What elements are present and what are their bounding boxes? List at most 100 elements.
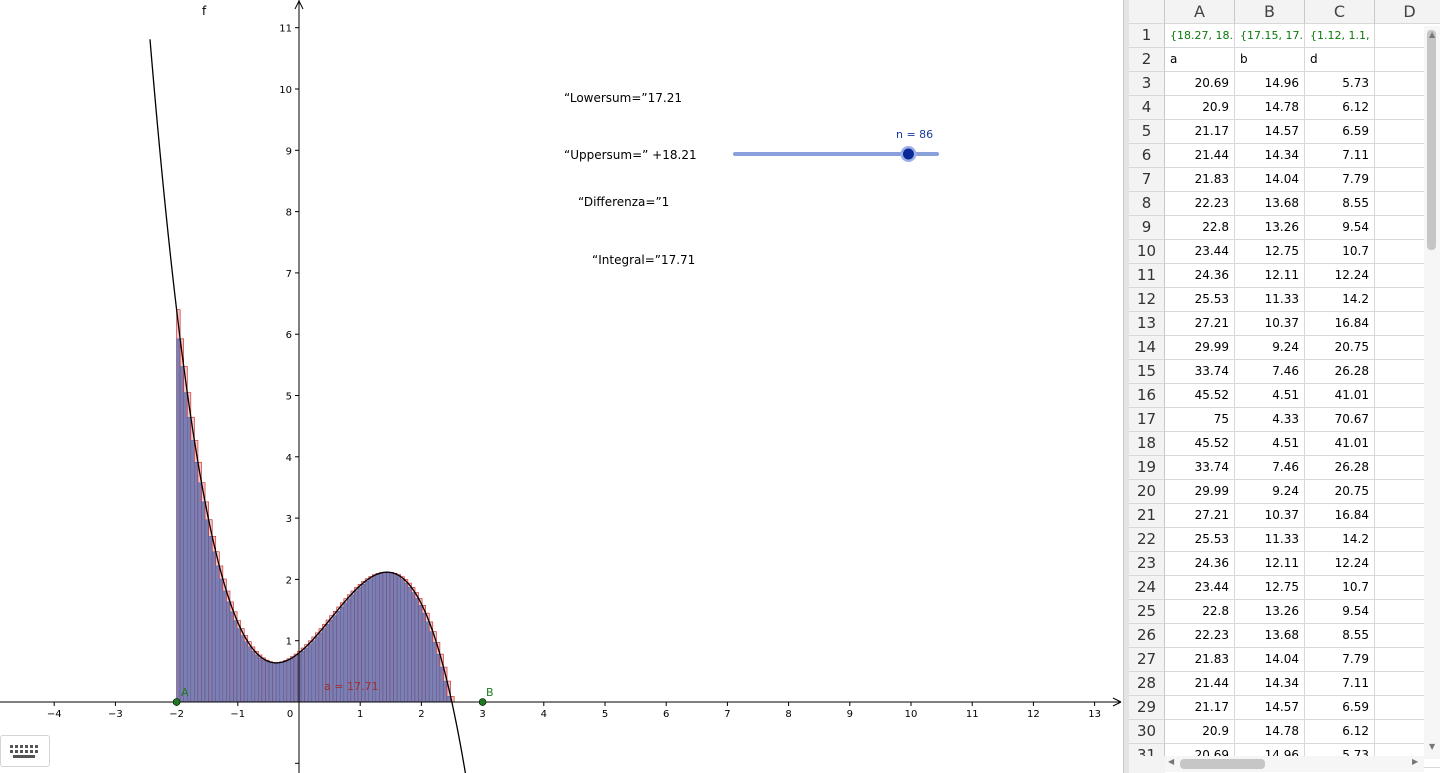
cell-b[interactable]: 12.75 (1235, 576, 1305, 600)
cell-a[interactable]: 22.23 (1165, 624, 1235, 648)
row-header[interactable]: 26 (1129, 624, 1165, 648)
cell-a[interactable]: 20.9 (1165, 720, 1235, 744)
cell-b[interactable]: 14.34 (1235, 672, 1305, 696)
cell-b[interactable]: 14.04 (1235, 168, 1305, 192)
cell-c[interactable]: 12.24 (1305, 264, 1375, 288)
cell-c[interactable]: 70.67 (1305, 408, 1375, 432)
scroll-left-icon[interactable]: ◀ (1168, 757, 1175, 766)
cell-d[interactable] (1375, 696, 1440, 720)
cell-c[interactable]: 10.7 (1305, 576, 1375, 600)
cell-a[interactable]: 27.21 (1165, 312, 1235, 336)
corner-cell[interactable] (1129, 0, 1165, 24)
cell-c[interactable]: 9.54 (1305, 600, 1375, 624)
column-header-c[interactable]: C (1305, 0, 1375, 24)
integral-text[interactable]: “Integral=”17.71 (592, 253, 696, 267)
scroll-up-icon[interactable]: ▲ (1429, 30, 1436, 39)
cell-c[interactable]: 12.24 (1305, 552, 1375, 576)
cell-a[interactable]: {18.27, 18.26, 18.25, (1165, 24, 1235, 48)
cell-b[interactable]: 7.46 (1235, 456, 1305, 480)
cell-d[interactable] (1375, 456, 1440, 480)
cell-c[interactable]: 8.55 (1305, 192, 1375, 216)
cell-d[interactable] (1375, 528, 1440, 552)
cell-d[interactable] (1375, 552, 1440, 576)
row-header[interactable]: 14 (1129, 336, 1165, 360)
row-header[interactable]: 10 (1129, 240, 1165, 264)
cell-a[interactable]: 21.44 (1165, 672, 1235, 696)
function-curve-f[interactable] (149, 39, 469, 773)
cell-d[interactable] (1375, 360, 1440, 384)
cell-c[interactable]: 26.28 (1305, 456, 1375, 480)
cell-c[interactable]: 14.2 (1305, 288, 1375, 312)
cell-a[interactable]: 33.74 (1165, 360, 1235, 384)
row-header[interactable]: 18 (1129, 432, 1165, 456)
row-header[interactable]: 20 (1129, 480, 1165, 504)
row-header[interactable]: 24 (1129, 576, 1165, 600)
cell-c[interactable]: 6.12 (1305, 720, 1375, 744)
cell-b[interactable]: 14.78 (1235, 96, 1305, 120)
cell-b[interactable]: 9.24 (1235, 336, 1305, 360)
row-header[interactable]: 28 (1129, 672, 1165, 696)
cell-d[interactable] (1375, 576, 1440, 600)
cell-a[interactable]: 33.74 (1165, 456, 1235, 480)
lowersum-text[interactable]: “Lowersum=”17.21 (564, 91, 682, 105)
spreadsheet-view[interactable]: A B C D 1{18.27, 18.26, 18.25,{17.15, 17… (1129, 0, 1440, 773)
row-header[interactable]: 2 (1129, 48, 1165, 72)
cell-a[interactable]: 27.21 (1165, 504, 1235, 528)
cell-b[interactable]: {17.15, 17.16, 17.17, (1235, 24, 1305, 48)
vertical-scroll-thumb[interactable] (1427, 30, 1436, 250)
cell-b[interactable]: 4.51 (1235, 384, 1305, 408)
cell-b[interactable]: 14.96 (1235, 72, 1305, 96)
cell-c[interactable]: 14.2 (1305, 528, 1375, 552)
cell-c[interactable]: {1.12, 1.1, 1.08, (1305, 24, 1375, 48)
cell-c[interactable]: 6.59 (1305, 120, 1375, 144)
cell-d[interactable] (1375, 72, 1440, 96)
row-header[interactable]: 3 (1129, 72, 1165, 96)
row-header[interactable]: 25 (1129, 600, 1165, 624)
point-b[interactable] (478, 698, 487, 706)
cell-d[interactable] (1375, 192, 1440, 216)
cell-d[interactable] (1375, 96, 1440, 120)
cell-a[interactable]: 29.99 (1165, 480, 1235, 504)
cell-c[interactable]: 5.73 (1305, 72, 1375, 96)
cell-a[interactable]: 21.44 (1165, 144, 1235, 168)
cell-c[interactable]: 7.79 (1305, 168, 1375, 192)
row-header[interactable]: 4 (1129, 96, 1165, 120)
cell-b[interactable]: 14.57 (1235, 696, 1305, 720)
keyboard-button[interactable] (0, 735, 50, 767)
cell-c[interactable]: 7.11 (1305, 672, 1375, 696)
cell-a[interactable]: 20.9 (1165, 96, 1235, 120)
cell-b[interactable]: 4.33 (1235, 408, 1305, 432)
row-header[interactable]: 9 (1129, 216, 1165, 240)
row-header[interactable]: 16 (1129, 384, 1165, 408)
cell-c[interactable]: 6.12 (1305, 96, 1375, 120)
row-header[interactable]: 19 (1129, 456, 1165, 480)
cell-a[interactable]: 22.8 (1165, 600, 1235, 624)
cell-a[interactable]: 24.36 (1165, 264, 1235, 288)
slider-knob[interactable] (902, 148, 914, 160)
point-a[interactable] (172, 698, 181, 706)
row-header[interactable]: 6 (1129, 144, 1165, 168)
cell-b[interactable]: 9.24 (1235, 480, 1305, 504)
cell-d[interactable] (1375, 624, 1440, 648)
cell-d[interactable] (1375, 48, 1440, 72)
cell-c[interactable]: 10.7 (1305, 240, 1375, 264)
cell-b[interactable]: 13.68 (1235, 624, 1305, 648)
cell-b[interactable]: 10.37 (1235, 504, 1305, 528)
cell-a[interactable]: 22.23 (1165, 192, 1235, 216)
cell-c[interactable]: 7.11 (1305, 144, 1375, 168)
vertical-scrollbar[interactable] (1424, 26, 1440, 759)
cell-d[interactable] (1375, 240, 1440, 264)
cell-b[interactable]: b (1235, 48, 1305, 72)
row-header[interactable]: 21 (1129, 504, 1165, 528)
cell-d[interactable] (1375, 336, 1440, 360)
cell-c[interactable]: 16.84 (1305, 312, 1375, 336)
cell-d[interactable] (1375, 504, 1440, 528)
cell-c[interactable]: 20.75 (1305, 480, 1375, 504)
row-header[interactable]: 29 (1129, 696, 1165, 720)
row-header[interactable]: 7 (1129, 168, 1165, 192)
cell-b[interactable]: 13.68 (1235, 192, 1305, 216)
cell-a[interactable]: 20.69 (1165, 72, 1235, 96)
cell-d[interactable] (1375, 432, 1440, 456)
cell-d[interactable] (1375, 288, 1440, 312)
scroll-down-icon[interactable]: ▼ (1429, 742, 1436, 751)
